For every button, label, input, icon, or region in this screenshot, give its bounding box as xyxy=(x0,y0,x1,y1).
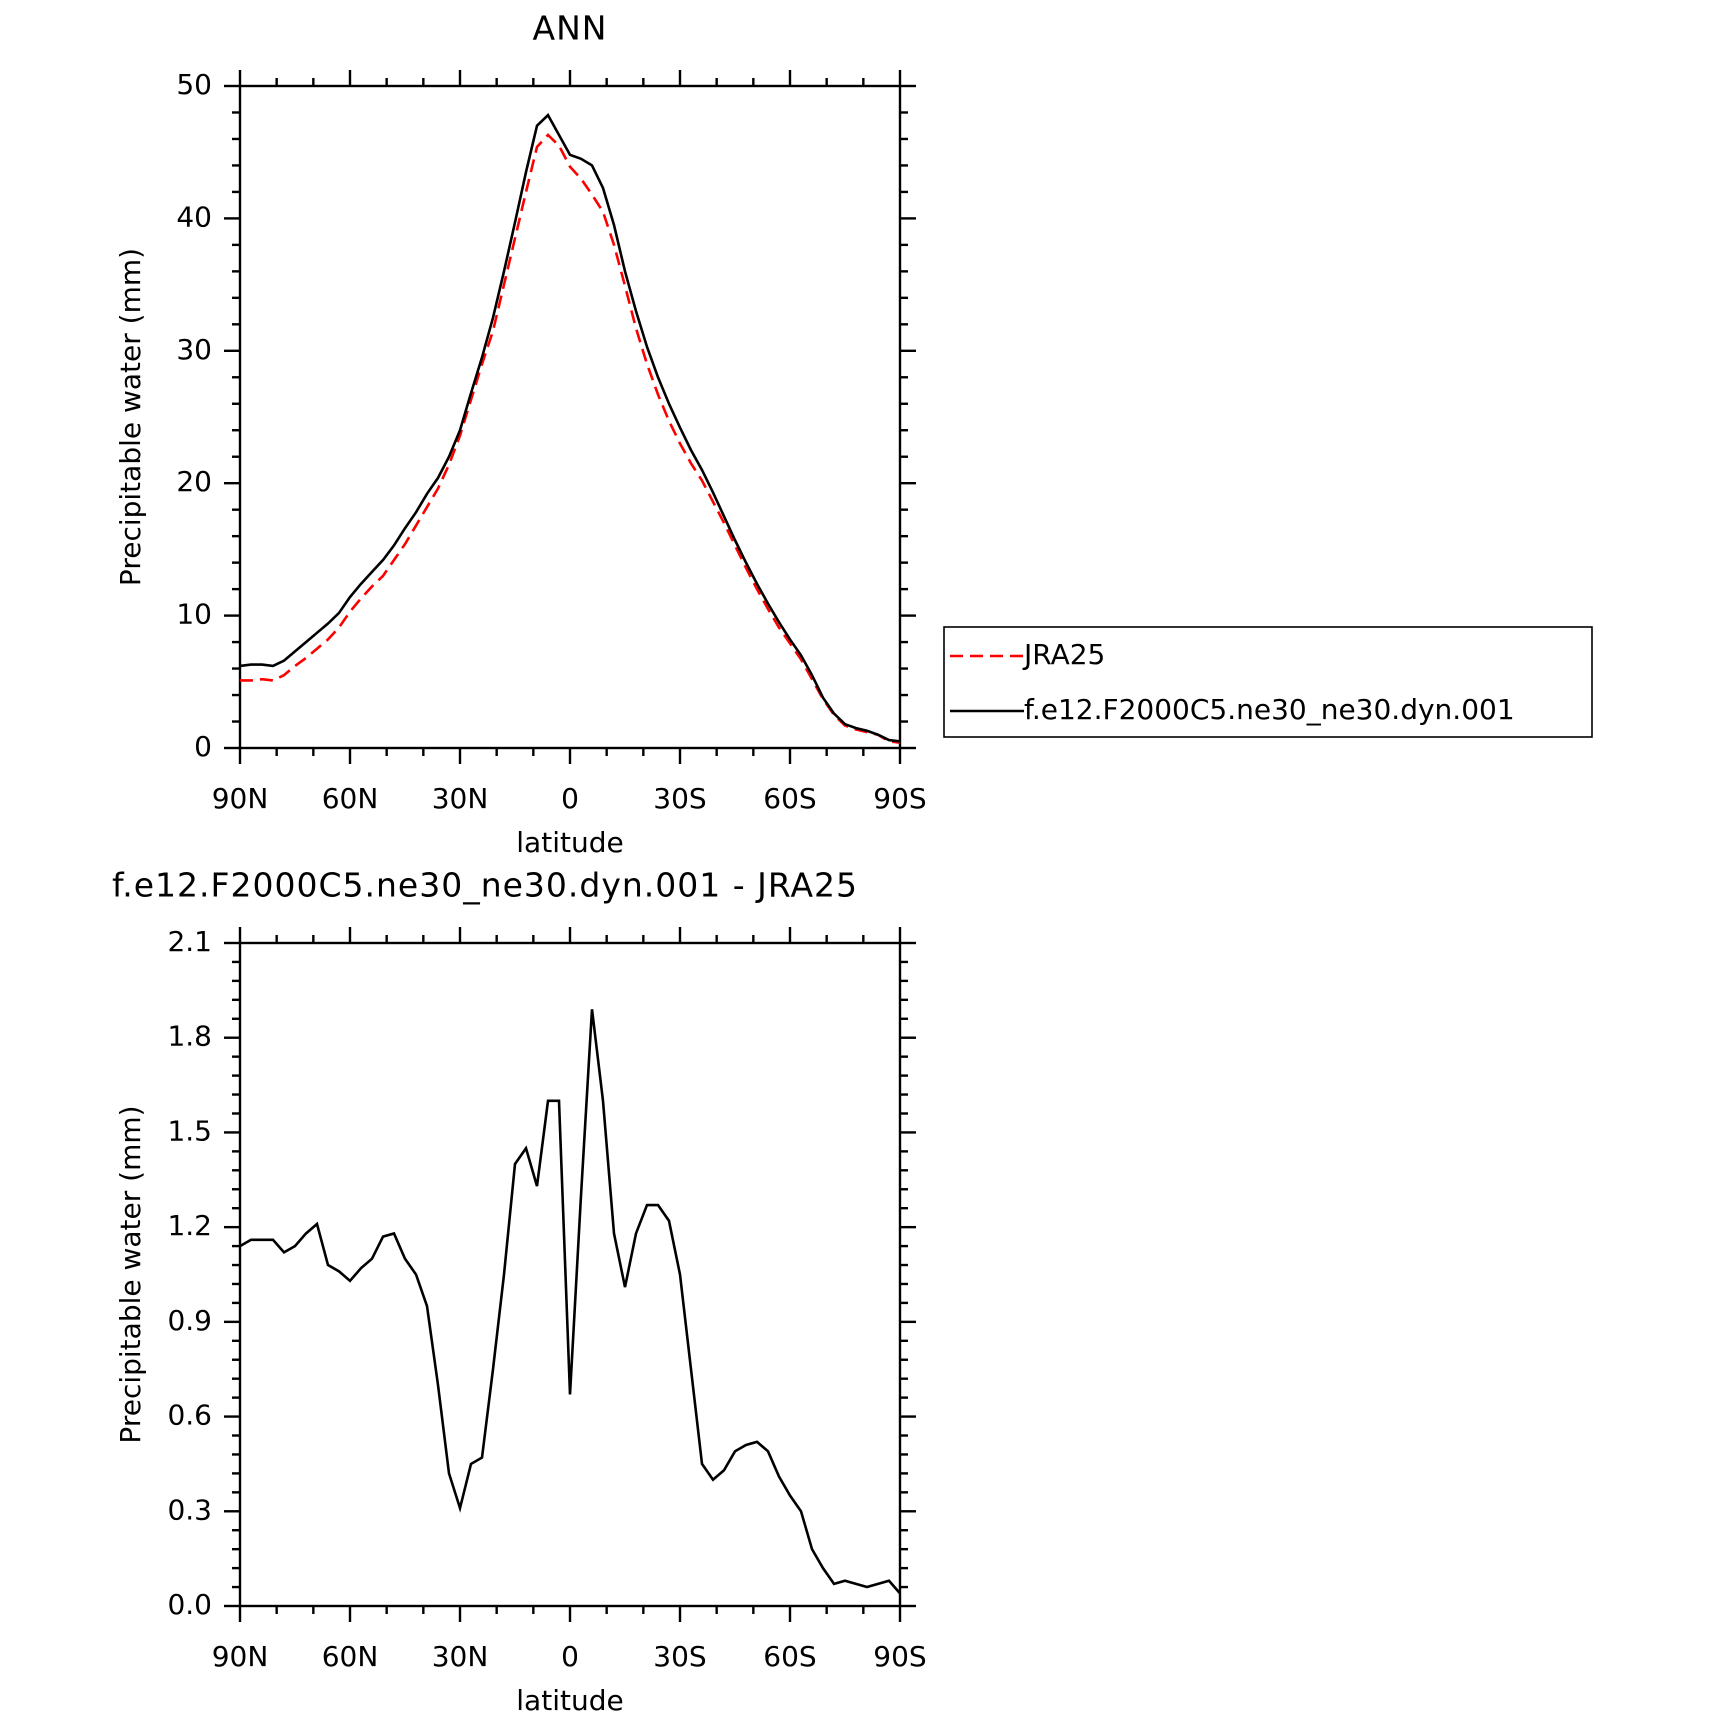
x-tick-label: 60S xyxy=(763,1640,816,1673)
x-tick-label: 90N xyxy=(212,782,269,815)
y-axis-label: Precipitable water (mm) xyxy=(114,1105,147,1443)
legend-box xyxy=(943,626,1593,738)
y-tick-label: 0 xyxy=(194,730,212,763)
x-tick-label: 30S xyxy=(653,782,706,815)
x-tick-label: 60S xyxy=(763,782,816,815)
y-tick-label: 30 xyxy=(176,333,212,366)
data-line xyxy=(239,1009,901,1595)
chart-title: f.e12.F2000C5.ne30_ne30.dyn.001 - JRA25 xyxy=(112,866,858,905)
x-tick-label: 90S xyxy=(873,1640,926,1673)
x-tick-label: 90N xyxy=(212,1640,269,1673)
x-tick-label: 60N xyxy=(322,782,379,815)
chart-title: ANN xyxy=(533,9,608,48)
y-tick-label: 1.5 xyxy=(167,1114,212,1147)
legend-label: f.e12.F2000C5.ne30_ne30.dyn.001 xyxy=(1024,693,1515,726)
y-tick-label: 20 xyxy=(176,465,212,498)
y-tick-label: 0.0 xyxy=(167,1588,212,1621)
y-tick-label: 2.1 xyxy=(167,925,212,958)
x-tick-label: 0 xyxy=(561,1640,579,1673)
x-tick-label: 90S xyxy=(873,782,926,815)
y-tick-label: 50 xyxy=(176,68,212,101)
x-tick-label: 30N xyxy=(432,782,489,815)
y-tick-label: 0.6 xyxy=(167,1399,212,1432)
data-line xyxy=(240,133,901,744)
plot-frame xyxy=(238,941,902,1608)
legend-label: JRA25 xyxy=(1022,638,1105,671)
x-tick-label: 0 xyxy=(561,782,579,815)
y-tick-label: 0.9 xyxy=(167,1304,212,1337)
y-tick-label: 1.2 xyxy=(167,1209,212,1242)
y-tick-label: 0.3 xyxy=(167,1493,212,1526)
x-axis-label: latitude xyxy=(516,1684,623,1717)
x-tick-label: 30N xyxy=(432,1640,489,1673)
y-tick-label: 10 xyxy=(176,598,212,631)
x-tick-label: 30S xyxy=(653,1640,706,1673)
x-axis-label: latitude xyxy=(516,826,623,859)
y-tick-label: 40 xyxy=(176,200,212,233)
data-line xyxy=(239,113,901,743)
plot-frame xyxy=(238,84,902,750)
y-axis-label: Precipitable water (mm) xyxy=(114,248,147,586)
y-tick-label: 1.8 xyxy=(167,1020,212,1053)
x-tick-label: 60N xyxy=(322,1640,379,1673)
